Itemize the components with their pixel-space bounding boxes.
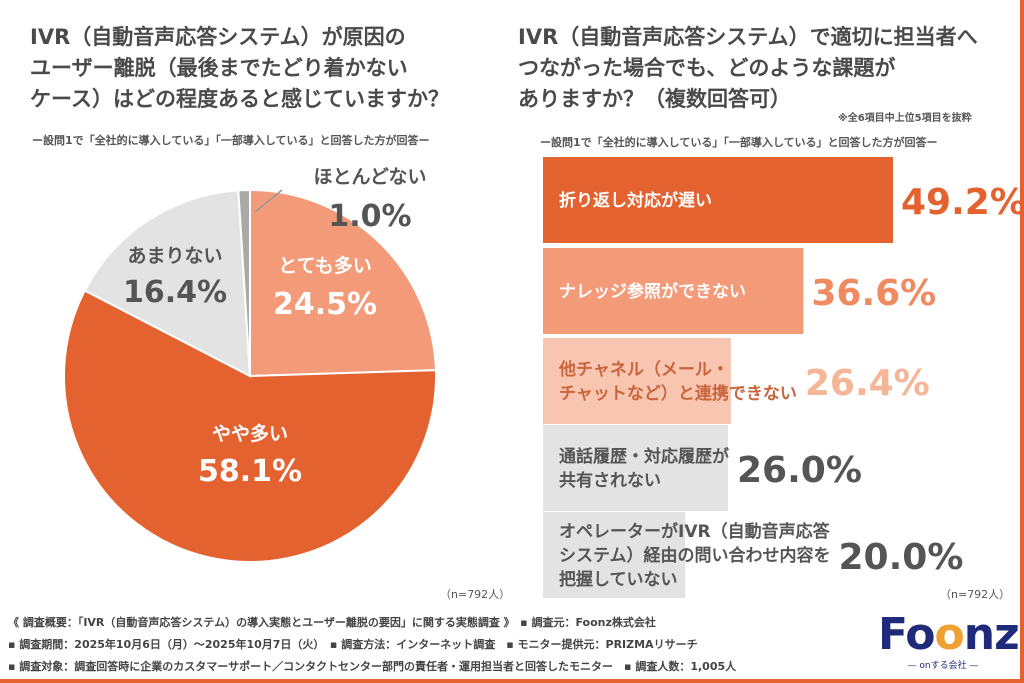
pie-value: 16.4% xyxy=(123,275,227,310)
bar xyxy=(543,425,728,511)
bar-label: オペレーターがIVR（自動音声応答システム）経由の問い合わせ内容を把握していない xyxy=(559,521,831,590)
pie-slice xyxy=(83,189,252,378)
bar xyxy=(543,157,893,243)
bar-value: 26.0% xyxy=(737,450,862,491)
pie-slice xyxy=(237,188,251,377)
pie-slice xyxy=(63,289,437,563)
pie-value: 1.0% xyxy=(328,199,411,234)
bar-value: 20.0% xyxy=(839,537,964,578)
bar xyxy=(543,338,731,424)
bar-label: 折り返し対応が遅い xyxy=(559,190,712,211)
bar-value: 26.4% xyxy=(805,363,930,404)
pie-label: とても多い xyxy=(278,254,371,277)
pie-label: ほとんどない xyxy=(313,166,426,188)
survey-footer: 《 調査概要：「IVR（自動音声応答システム）の導入実態とユーザー離脱の要因」に… xyxy=(8,612,736,678)
left-n: （n=792人） xyxy=(440,588,511,601)
bar xyxy=(543,512,686,598)
pie-label: あまりない xyxy=(127,245,222,267)
bar-value: 49.2% xyxy=(901,182,1024,223)
footer-line-1: 《 調査概要：「IVR（自動音声応答システム）の導入実態とユーザー離脱の要因」に… xyxy=(8,616,656,629)
right-title: IVR（自動音声応答システム）で適切に担当者へ つながった場合でも、どのような課… xyxy=(518,25,978,111)
bar-value: 36.6% xyxy=(811,273,936,314)
pie-label: やや多い xyxy=(212,422,288,445)
pie-slice xyxy=(249,188,437,378)
foonz-logo: Foonz — onする会社 — xyxy=(878,609,1020,672)
bar-label: ナレッジ参照ができない xyxy=(559,281,746,302)
footer-line-2: ▪ 調査期間：2025年10月6日（月）～2025年10月7日（火） ▪ 調査方… xyxy=(8,638,698,651)
left-title: IVR（自動音声応答システム）が原因の ユーザー離脱（最後までたどり着かない ケ… xyxy=(30,25,449,111)
pie-value: 58.1% xyxy=(198,454,302,489)
footer-line-3: ▪ 調査対象：調査回答時に企業のカスタマーサポート／コンタクトセンター部門の責任… xyxy=(8,660,737,673)
bar-label: 他チャネル（メール・チャットなど）と連携できない xyxy=(558,359,797,404)
pie-value: 24.5% xyxy=(273,287,377,322)
right-note: ※全6項目中上位5項目を抜粋 xyxy=(838,113,972,124)
bar xyxy=(543,248,804,334)
pie-leader-line xyxy=(254,189,283,213)
left-subtitle: ー設問1で「全社的に導入している」「一部導入している」と回答した方が回答ー xyxy=(32,134,430,147)
right-subtitle: ー設問1で「全社的に導入している」「一部導入している」と回答した方が回答ー xyxy=(540,136,938,149)
bar-label: 通話履歴・対応履歴が共有されない xyxy=(559,446,729,491)
right-n: （n=792人） xyxy=(940,588,1011,601)
logo-tagline: — onする会社 — xyxy=(907,661,979,671)
